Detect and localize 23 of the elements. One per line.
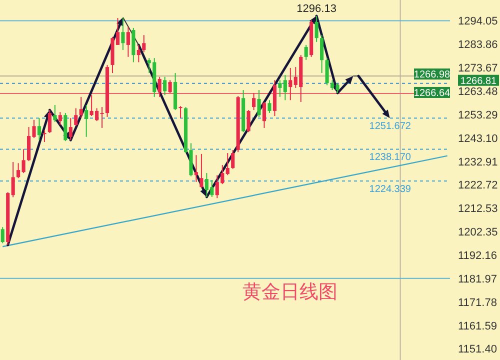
y-tick-label: 1222.72	[458, 180, 498, 192]
y-tick-label: 1192.16	[458, 250, 497, 262]
y-tick-label: 1253.29	[458, 109, 498, 122]
ref-line-label: 1224.339	[369, 184, 412, 196]
y-tick-label: 1212.53	[458, 203, 498, 216]
y-tick-label: 1273.67	[458, 62, 498, 75]
price-box: 1266.64	[414, 86, 450, 99]
text: 黄金日线图	[242, 282, 338, 303]
annotation: 1296.13	[296, 2, 336, 15]
y-tick-label: 1161.59	[458, 320, 497, 332]
y-tick-label: 1181.97	[458, 273, 497, 286]
price-box: 1266.98	[414, 68, 450, 80]
y-tick-label: 1243.10	[458, 132, 498, 145]
y-tick-label: 1171.78	[458, 296, 497, 309]
y-tick-label: 1232.91	[458, 156, 498, 168]
y-tick-label: 1294.05	[458, 16, 498, 28]
ref-line-label: 1251.672	[369, 121, 412, 132]
y-tick-label: 1151.40	[458, 344, 497, 356]
ref-line-label: 1238.170	[369, 152, 412, 164]
y-tick-label: 1283.86	[458, 39, 498, 52]
y-tick-label: 1202.35	[458, 226, 498, 239]
price-box: 1266.81	[458, 74, 499, 87]
y-tick-label: 1263.48	[458, 86, 498, 98]
